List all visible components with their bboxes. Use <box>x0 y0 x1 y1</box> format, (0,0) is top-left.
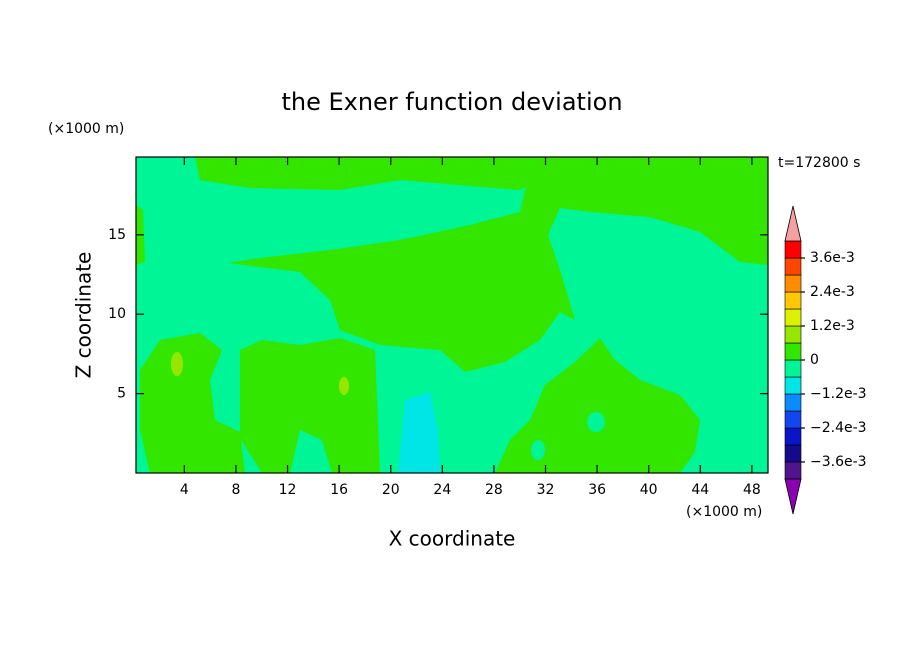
colorbar-tick-label: 2.4e-3 <box>810 284 855 300</box>
contour-band <box>195 157 560 190</box>
contour-band <box>339 377 349 395</box>
y-unit: (×1000 m) <box>48 121 124 137</box>
x-tick-label: 28 <box>485 482 503 498</box>
x-tick-label: 4 <box>180 482 189 498</box>
x-tick-label: 20 <box>382 482 400 498</box>
contour-band <box>140 333 245 473</box>
x-unit: (×1000 m) <box>686 504 762 520</box>
colorbar-tick-label: 0 <box>810 352 819 368</box>
colorbar-box <box>784 257 802 276</box>
contour-field <box>136 157 768 473</box>
colorbar-box <box>784 393 802 412</box>
colorbar-tick-label: −3.6e-3 <box>810 454 867 470</box>
colorbar-tick-label: −1.2e-3 <box>810 386 867 402</box>
y-tick-label: 10 <box>108 306 126 322</box>
colorbar-box <box>784 325 802 344</box>
contour-band <box>240 338 380 473</box>
colorbar-box <box>784 359 802 378</box>
x-tick-label: 8 <box>231 482 240 498</box>
x-tick-label: 36 <box>588 482 606 498</box>
x-axis-title: X coordinate <box>389 527 516 551</box>
y-tick-label: 5 <box>117 386 126 402</box>
colorbar-box <box>784 342 802 361</box>
x-tick-label: 12 <box>279 482 297 498</box>
x-tick-label: 16 <box>330 482 348 498</box>
contour-band <box>531 440 545 460</box>
contour-band <box>495 338 700 473</box>
colorbar-tick-label: 1.2e-3 <box>810 318 855 334</box>
x-tick-label: 44 <box>691 482 709 498</box>
x-tick-label: 24 <box>433 482 451 498</box>
colorbar-extend <box>784 205 802 242</box>
colorbar-box <box>784 376 802 395</box>
time-label: t=172800 s <box>778 155 860 171</box>
x-tick-label: 48 <box>743 482 761 498</box>
colorbar-box <box>784 308 802 327</box>
contour-band <box>171 352 183 376</box>
plot-frame <box>135 156 769 474</box>
contour-band <box>228 157 768 372</box>
contour-band <box>398 392 440 473</box>
colorbar-box <box>784 240 802 259</box>
colorbar-box <box>784 461 802 480</box>
colorbar-box <box>784 427 802 446</box>
colorbar-extend <box>784 478 802 515</box>
chart-title: the Exner function deviation <box>281 88 622 116</box>
y-tick-label: 15 <box>108 227 126 243</box>
colorbar-box <box>784 410 802 429</box>
x-tick-label: 32 <box>537 482 555 498</box>
colorbar-box <box>784 274 802 293</box>
colorbar-box <box>784 444 802 463</box>
colorbar-tick-label: −2.4e-3 <box>810 420 867 436</box>
colorbar-box <box>784 291 802 310</box>
x-tick-label: 40 <box>640 482 658 498</box>
colorbar-tick-label: 3.6e-3 <box>810 250 855 266</box>
y-axis-title: Z coordinate <box>72 252 96 379</box>
contour-band <box>587 412 605 432</box>
